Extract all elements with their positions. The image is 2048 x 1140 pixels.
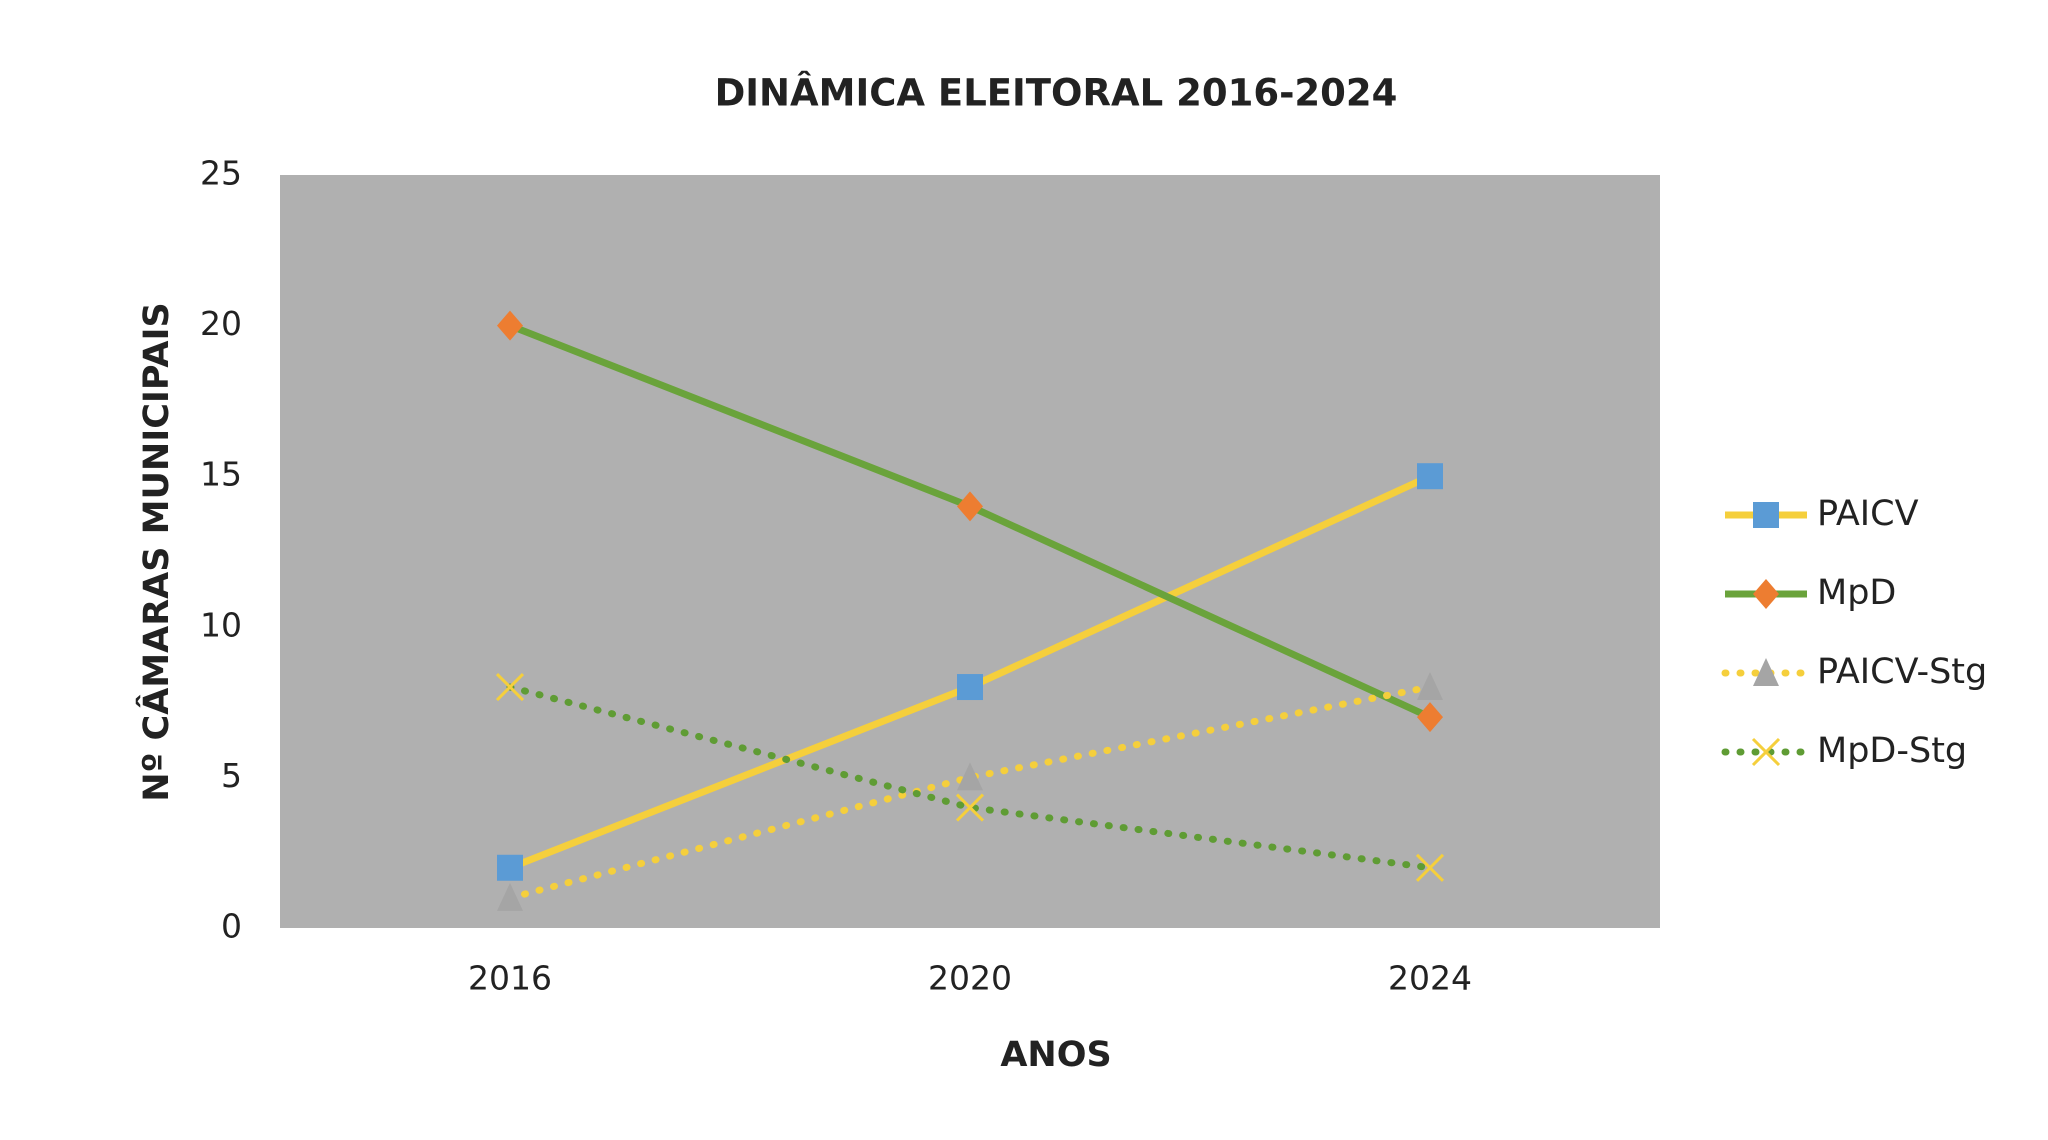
chart-title: DINÂMICA ELEITORAL 2016-2024 bbox=[715, 71, 1398, 115]
data-point bbox=[1417, 672, 1443, 701]
y-tick-label: 25 bbox=[200, 154, 242, 193]
y-axis-title: Nº CÂMARAS MUNICIPAIS bbox=[135, 302, 177, 801]
data-point bbox=[1415, 853, 1445, 882]
data-point bbox=[1417, 463, 1443, 490]
y-tick-label: 20 bbox=[200, 304, 242, 343]
data-point bbox=[497, 882, 523, 911]
legend-label: MpD bbox=[1817, 573, 1896, 613]
data-point bbox=[955, 793, 985, 822]
data-point bbox=[957, 762, 983, 791]
x-axis-title: ANOS bbox=[1000, 1035, 1111, 1075]
x-tick-label: 2020 bbox=[928, 959, 1012, 998]
data-point bbox=[495, 672, 525, 702]
legend-marker bbox=[1753, 658, 1779, 686]
data-point bbox=[497, 854, 523, 881]
data-point bbox=[957, 674, 983, 701]
plot-area bbox=[280, 175, 1660, 928]
legend-marker bbox=[1751, 737, 1781, 767]
y-tick-label: 10 bbox=[200, 605, 242, 644]
y-tick-label: 15 bbox=[200, 455, 242, 494]
legend-marker bbox=[1753, 579, 1779, 609]
x-tick-label: 2024 bbox=[1388, 959, 1472, 998]
legend-label: PAICV bbox=[1817, 494, 1919, 534]
data-point bbox=[957, 491, 983, 522]
data-point bbox=[1417, 702, 1443, 733]
y-tick-label: 0 bbox=[221, 907, 242, 946]
x-tick-label: 2016 bbox=[468, 959, 552, 998]
data-point bbox=[497, 310, 523, 341]
y-tick-label: 5 bbox=[221, 756, 242, 795]
legend-label: MpD-Stg bbox=[1817, 731, 1967, 771]
legend-label: PAICV-Stg bbox=[1817, 652, 1987, 692]
legend-marker bbox=[1753, 502, 1779, 528]
